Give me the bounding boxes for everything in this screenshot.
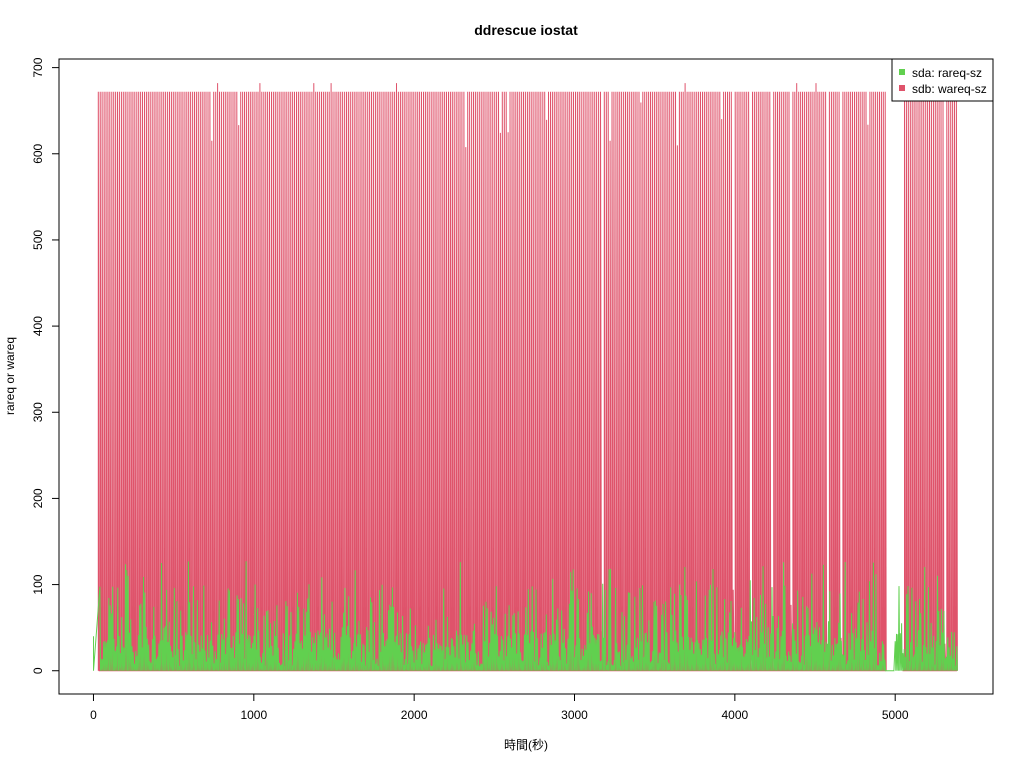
y-tick-label: 100 [31, 574, 45, 594]
series-line-sda [93, 561, 958, 672]
x-tick-label: 3000 [561, 708, 588, 722]
x-tick-label: 0 [90, 708, 97, 722]
x-tick-label: 5000 [882, 708, 909, 722]
y-tick-label: 300 [31, 402, 45, 422]
legend-swatch-sda [899, 69, 905, 75]
y-tick-label: 700 [31, 57, 45, 77]
legend-label-sda: sda: rareq-sz [912, 66, 982, 80]
y-axis-label: rareq or wareq [3, 337, 17, 415]
y-tick-label: 0 [31, 667, 45, 674]
legend-label-sdb: sdb: wareq-sz [912, 82, 987, 96]
series-sda-rareq-sz [93, 561, 958, 672]
y-tick-label: 500 [31, 230, 45, 250]
y-tick-label: 400 [31, 316, 45, 336]
x-tick-label: 4000 [721, 708, 748, 722]
y-axis: 0 100 200 300 400 500 600 700 [31, 57, 60, 674]
x-tick-label: 2000 [401, 708, 428, 722]
legend: sda: rareq-sz sdb: wareq-sz [891, 58, 994, 102]
legend-box [891, 58, 994, 102]
x-axis: 0 1000 2000 3000 4000 5000 [90, 693, 909, 722]
chart-title: ddrescue iostat [474, 22, 578, 38]
legend-swatch-sdb [899, 85, 905, 91]
y-tick-label: 200 [31, 488, 45, 508]
y-tick-label: 600 [31, 143, 45, 163]
x-axis-label: 時間(秒) [504, 738, 548, 752]
x-tick-label: 1000 [240, 708, 267, 722]
